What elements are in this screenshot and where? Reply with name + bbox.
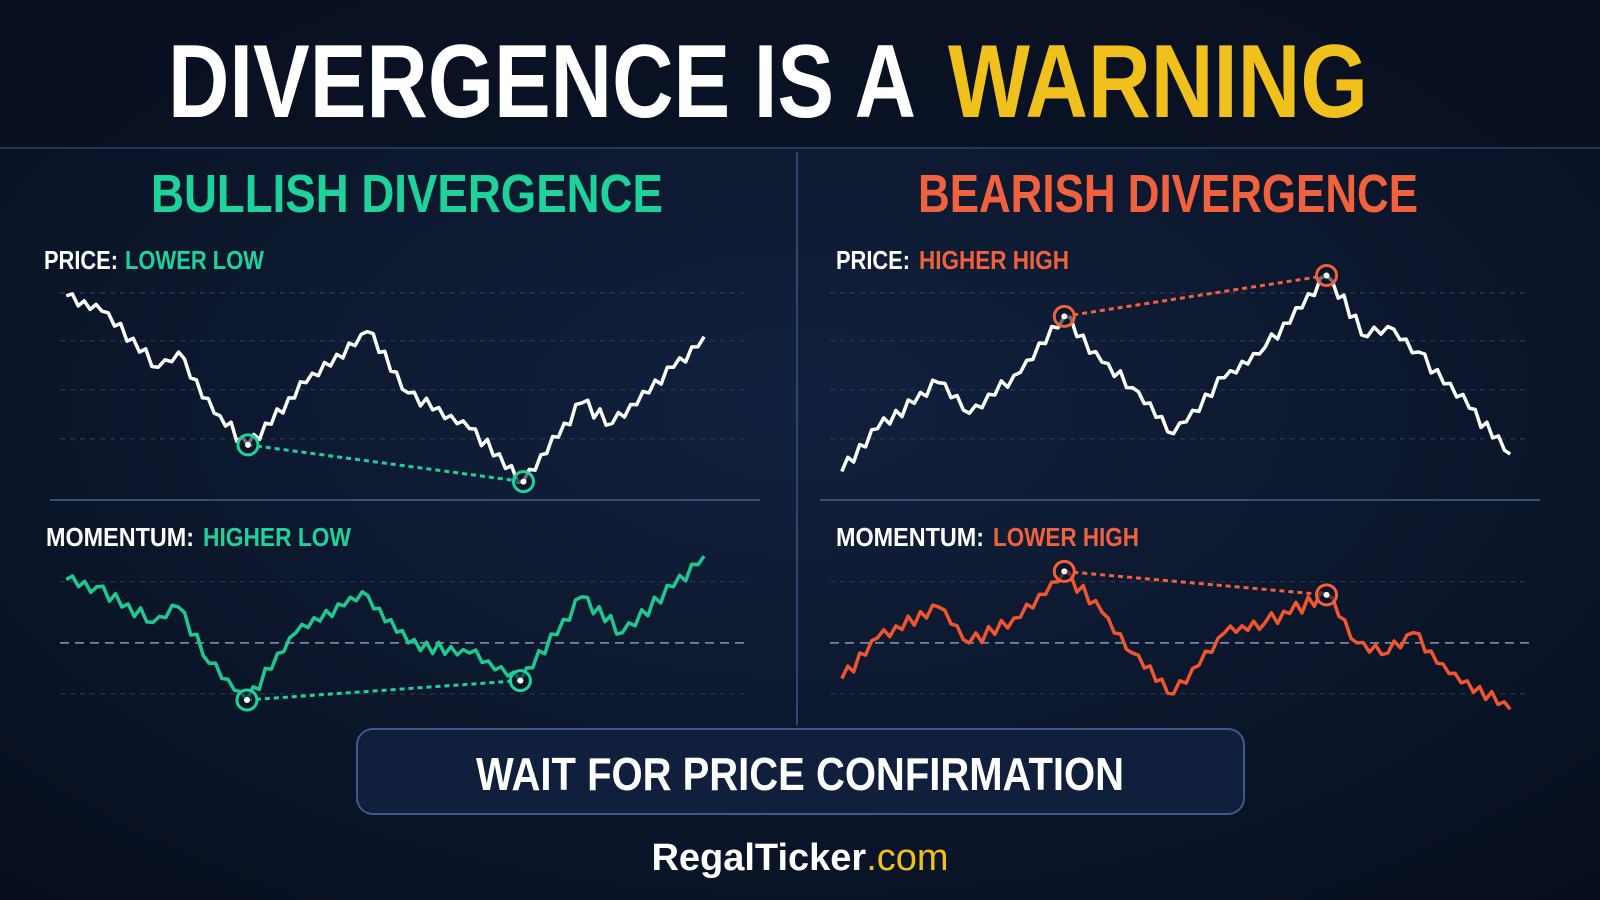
price-note: LOWER LOW bbox=[125, 245, 264, 275]
header-band bbox=[0, 0, 1600, 148]
pivot-dot bbox=[1323, 272, 1330, 279]
panel-heading: BULLISH DIVERGENCE bbox=[151, 164, 663, 224]
momentum-label: MOMENTUM: bbox=[46, 522, 194, 552]
price-label: PRICE: bbox=[44, 245, 118, 275]
pivot-dot bbox=[1061, 313, 1068, 320]
pivot-dot bbox=[520, 478, 527, 485]
title-highlight: WARNING bbox=[948, 24, 1368, 140]
pivot-dot bbox=[1061, 568, 1068, 575]
callout-text: WAIT FOR PRICE CONFIRMATION bbox=[476, 748, 1124, 800]
schematic-line bbox=[65, 555, 706, 702]
divergence-link bbox=[247, 443, 524, 484]
schematic-line bbox=[840, 273, 1512, 473]
price-label: PRICE: bbox=[836, 245, 910, 275]
schematic-line bbox=[840, 569, 1512, 711]
divergence-link bbox=[1064, 569, 1327, 597]
panel-heading: BEARISH DIVERGENCE bbox=[918, 164, 1418, 224]
title: DIVERGENCE IS A bbox=[168, 24, 916, 140]
pivot-dot bbox=[517, 677, 524, 684]
footer: RegalTicker.com bbox=[651, 837, 948, 879]
schematic-line bbox=[65, 292, 706, 484]
schematic-charts bbox=[50, 264, 1540, 712]
pivot-dot bbox=[243, 697, 250, 703]
domain: .com bbox=[866, 837, 948, 879]
divergence-link bbox=[246, 679, 521, 702]
brand: RegalTicker bbox=[651, 837, 866, 879]
momentum-note: LOWER HIGH bbox=[993, 522, 1139, 552]
pivot-dot bbox=[244, 441, 251, 448]
pivot-dot bbox=[1323, 591, 1330, 598]
momentum-label: MOMENTUM: bbox=[836, 522, 984, 552]
price-note: HIGHER HIGH bbox=[919, 245, 1069, 275]
callout-box bbox=[356, 728, 1245, 815]
momentum-note: HIGHER LOW bbox=[203, 522, 351, 552]
